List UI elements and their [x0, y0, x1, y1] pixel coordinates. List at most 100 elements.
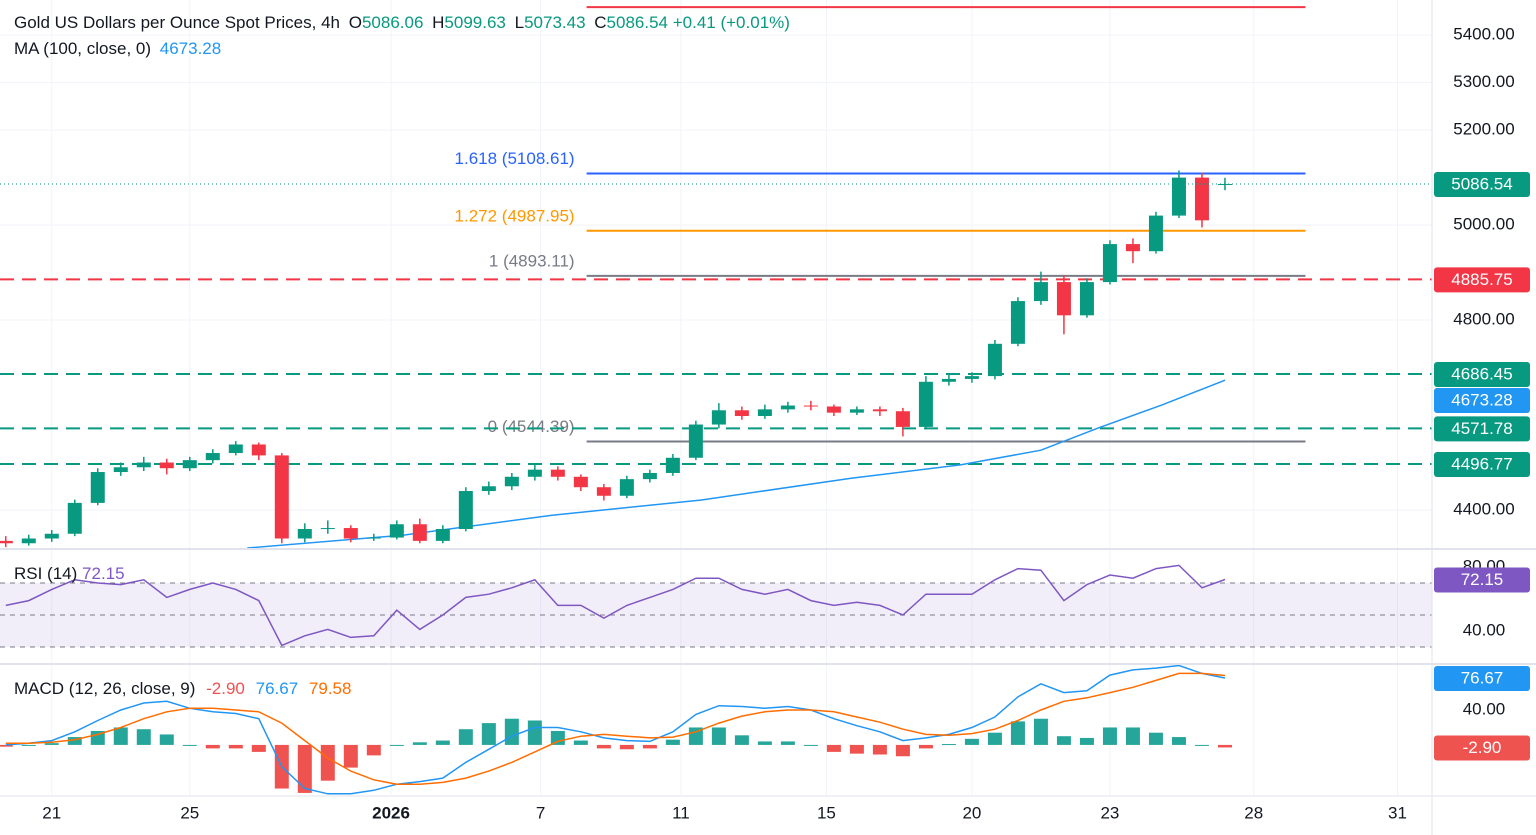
histogram-bar	[1148, 732, 1163, 745]
candle-body	[1010, 301, 1025, 344]
candle-body	[0, 540, 13, 544]
candle-body	[734, 410, 749, 416]
low-value: 5073.43	[524, 13, 585, 32]
candle-body	[941, 378, 956, 382]
histogram-bar	[688, 727, 703, 745]
candle-body	[481, 486, 496, 492]
histogram-bar	[412, 742, 427, 745]
axis-label: 4885.75	[1451, 270, 1512, 289]
candle-body	[803, 405, 818, 407]
candle-body	[67, 502, 82, 534]
histogram-bar	[504, 718, 519, 745]
histogram-bar	[228, 744, 243, 749]
candle-body	[389, 524, 404, 538]
ma-header: MA (100, close, 0) 4673.28	[14, 39, 221, 58]
histogram-bar	[389, 744, 404, 746]
candle-body	[274, 455, 289, 539]
x-tick-label: 2026	[372, 803, 410, 822]
axis-label-box	[1434, 666, 1530, 692]
x-tick-label: 31	[1388, 803, 1407, 822]
histogram-bar	[366, 744, 381, 756]
ma-title: MA (100, close, 0)	[14, 39, 151, 58]
x-tick-label: 11	[672, 803, 690, 822]
histogram-bar	[734, 735, 749, 745]
candle-body	[895, 411, 910, 427]
y-tick-label: 5300.00	[1453, 72, 1514, 91]
candle-body	[1033, 282, 1048, 302]
axis-label-box	[1434, 361, 1530, 387]
candle-body	[826, 406, 841, 413]
axis-label: 4571.78	[1451, 419, 1512, 438]
candle-body	[1056, 282, 1071, 316]
candle-body	[412, 524, 427, 541]
histogram-bar	[297, 744, 312, 793]
axis-label: 4496.77	[1451, 455, 1512, 474]
candle-body	[711, 410, 726, 425]
histogram-bar	[1079, 737, 1094, 745]
axis-label: 5086.54	[1451, 174, 1512, 193]
axis: 21 25 2026 7 11 15 20 23 28 31 4400.00 4800.00 5000.…	[42, 25, 1530, 822]
histogram-bar	[1033, 718, 1048, 745]
axis-label-box	[1434, 452, 1530, 478]
candle-body	[918, 381, 933, 427]
candle-body	[1079, 282, 1094, 316]
histogram-bar	[941, 744, 956, 746]
ohlc-label: C	[594, 13, 606, 32]
histogram-bar	[987, 732, 1002, 745]
candle-body	[297, 529, 312, 539]
candle-body	[872, 409, 887, 412]
candle-body	[320, 528, 335, 530]
x-tick-label: 20	[962, 803, 981, 822]
histogram-bar	[711, 727, 726, 745]
y-tick-label: 5200.00	[1453, 120, 1514, 139]
candle-body	[987, 343, 1002, 377]
candle-body	[205, 453, 220, 461]
histogram-bar	[67, 737, 82, 745]
x-tick-label: 7	[536, 803, 545, 822]
histogram-bar	[1102, 727, 1117, 745]
axis-label: 4673.28	[1451, 390, 1512, 409]
histogram-bar	[895, 744, 910, 757]
macd-value: 76.67	[256, 679, 299, 698]
open-value: 5086.06	[362, 13, 423, 32]
x-tick-label: 15	[817, 803, 836, 822]
header: Gold US Dollars per Ounce Spot Prices, 4…	[14, 13, 790, 32]
axis-label-box	[1434, 735, 1530, 761]
rsi-title: RSI (14)	[14, 564, 77, 583]
y-tick-label: 4800.00	[1453, 310, 1514, 329]
rsi-value: 72.15	[82, 564, 125, 583]
histogram-bar	[1125, 727, 1140, 745]
histogram-bar	[320, 744, 335, 781]
ma-line	[247, 379, 1226, 548]
candle-body	[113, 467, 128, 473]
rsi-line	[5, 564, 1226, 647]
histogram-bar	[0, 744, 13, 747]
histogram-bar	[573, 740, 588, 745]
histogram-bar	[1056, 736, 1071, 745]
histogram-bar	[918, 744, 933, 749]
histogram-bar	[136, 729, 151, 745]
histogram-bar	[458, 729, 473, 745]
x-tick-label: 28	[1244, 803, 1263, 822]
candle-body	[1102, 244, 1117, 283]
histogram-bar	[872, 744, 887, 755]
plot-area: 1.618 (5108.61) 1.272 (4987.95) 1 (4893.11…	[0, 6, 1432, 795]
pane-clip	[0, 564, 1432, 648]
histogram-bar	[1194, 744, 1209, 746]
candle-body	[182, 460, 197, 469]
pane-clip	[0, 665, 1232, 795]
candle-body	[1171, 177, 1186, 216]
candle-body	[550, 469, 565, 477]
histogram-bar	[803, 744, 818, 746]
histogram-bar	[550, 730, 565, 745]
candle-body	[159, 462, 174, 469]
histogram-bar	[1010, 721, 1025, 745]
candle-body	[964, 376, 979, 379]
histogram-bar	[113, 727, 128, 745]
candle-body	[1125, 244, 1140, 252]
pane-clip: 1.618 (5108.61) 1.272 (4987.95) 1 (4893.11…	[0, 6, 1432, 548]
histogram-bar	[964, 738, 979, 745]
candle-body	[849, 409, 864, 413]
